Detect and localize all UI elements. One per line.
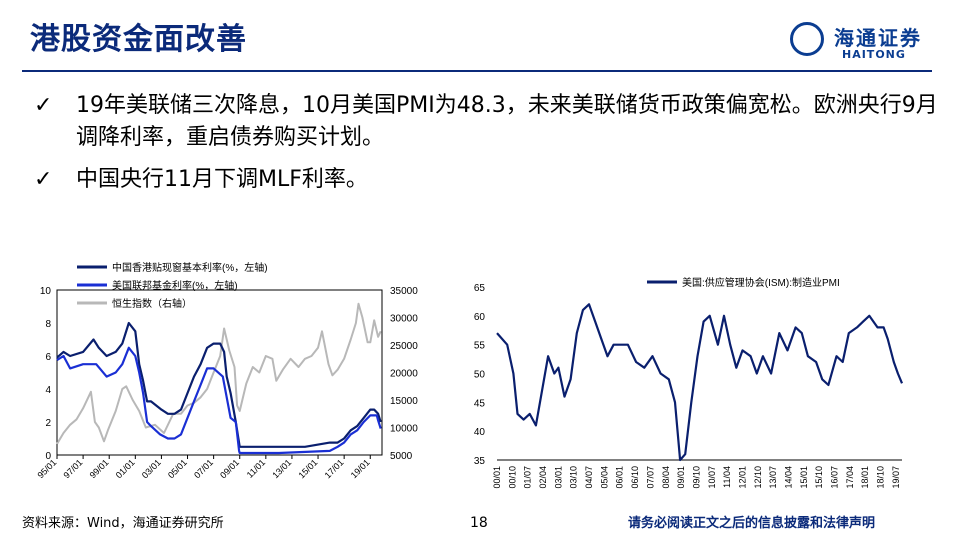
x-tick-label: 15/01 <box>799 466 809 489</box>
y-left-tick-label: 10 <box>40 286 52 297</box>
legend-label: 美国联邦基金利率(%，左轴) <box>112 279 238 292</box>
y-tick-label: 65 <box>474 283 486 294</box>
x-tick-label: 15/01 <box>296 457 319 480</box>
x-tick-label: 01/01 <box>114 457 137 480</box>
series-line <box>56 302 382 445</box>
y-left-tick-label: 4 <box>45 385 51 396</box>
y-tick-label: 35 <box>474 456 486 467</box>
x-tick-label: 97/01 <box>62 457 85 480</box>
x-tick-label: 19/07 <box>891 466 901 489</box>
x-tick-label: 09/10 <box>691 466 701 489</box>
y-right-tick-label: 35000 <box>390 286 418 297</box>
y-right-tick-label: 10000 <box>390 424 418 435</box>
x-tick-label: 19/01 <box>349 457 372 480</box>
y-right-tick-label: 20000 <box>390 369 418 380</box>
y-tick-label: 50 <box>474 370 486 381</box>
y-left-tick-label: 0 <box>45 451 51 462</box>
y-right-tick-label: 30000 <box>390 314 418 325</box>
y-tick-label: 55 <box>474 341 486 352</box>
x-tick-label: 12/10 <box>753 466 763 489</box>
x-tick-label: 02/04 <box>538 466 548 489</box>
checkmark-icon: ✓ <box>34 167 53 192</box>
x-tick-label: 06/10 <box>630 466 640 489</box>
x-tick-label: 17/01 <box>323 457 346 480</box>
legend-label: 恒生指数（右轴） <box>112 297 192 310</box>
disclaimer: 请务必阅读正文之后的信息披露和法律声明 <box>628 516 876 531</box>
y-right-tick-label: 5000 <box>390 451 413 462</box>
x-tick-label: 95/01 <box>35 457 58 480</box>
x-tick-label: 07/07 <box>645 466 655 489</box>
logo-text-en: HAITONG <box>842 48 906 61</box>
y-tick-label: 60 <box>474 312 486 323</box>
bullet-text: 19年美联储三次降息，10月美国PMI为48.3，未来美联储货币政策偏宽松。欧洲… <box>76 93 938 150</box>
x-tick-label: 09/01 <box>676 466 686 489</box>
legend-label: 中国香港贴现窗基本利率(%，左轴) <box>112 261 268 274</box>
page-number: 18 <box>470 515 488 531</box>
x-tick-label: 17/04 <box>845 466 855 489</box>
x-tick-label: 11/04 <box>722 466 732 488</box>
haitong-logo-icon <box>790 22 824 56</box>
bullet-item: ✓ 中国央行11月下调MLF利率。 <box>28 164 938 196</box>
x-tick-label: 10/07 <box>707 466 717 489</box>
x-tick-label: 01/07 <box>523 466 533 489</box>
haitong-logo: 海通证券 HAITONG <box>790 22 940 68</box>
x-tick-label: 06/01 <box>615 466 625 489</box>
bullet-list: ✓ 19年美联储三次降息，10月美国PMI为48.3，未来美联储货币政策偏宽松。… <box>28 90 938 206</box>
hk-rates-hsi-chart: 0 2 4 6 8 10 5000 10000 15000 20000 25000 30000 3500… <box>35 261 418 480</box>
x-tick-label: 13/07 <box>768 466 778 489</box>
x-tick-label: 13/01 <box>270 457 293 480</box>
series-line <box>56 346 382 455</box>
title-divider <box>22 70 932 72</box>
x-tick-label: 07/01 <box>192 457 215 480</box>
x-tick-label: 12/01 <box>737 466 747 489</box>
y-left-tick-label: 6 <box>45 352 51 363</box>
y-tick-label: 45 <box>474 398 486 409</box>
x-tick-label: 03/01 <box>140 457 163 480</box>
x-tick-label: 09/01 <box>218 457 241 480</box>
x-tick-label: 99/01 <box>88 457 111 480</box>
y-right-tick-label: 15000 <box>390 396 418 407</box>
x-tick-label: 00/01 <box>492 466 502 489</box>
x-tick-label: 18/10 <box>876 466 886 489</box>
x-tick-label: 05/04 <box>599 466 609 489</box>
x-tick-label: 16/07 <box>830 466 840 489</box>
y-tick-label: 40 <box>474 427 486 438</box>
logo-text-cn: 海通证券 <box>834 26 922 50</box>
y-left-tick-label: 8 <box>45 319 51 330</box>
us-pmi-chart: 35 40 45 50 55 60 65 00/01 00/10 01/07 02/04 03/01 0… <box>474 276 904 489</box>
legend-label: 美国:供应管理协会(ISM):制造业PMI <box>682 276 840 289</box>
series-line <box>496 303 904 462</box>
x-tick-label: 03/10 <box>569 466 579 489</box>
x-tick-label: 08/04 <box>661 466 671 489</box>
x-tick-label: 00/10 <box>507 466 517 489</box>
x-tick-label: 05/01 <box>166 457 189 480</box>
y-left-tick-label: 2 <box>45 418 51 429</box>
x-tick-label: 03/01 <box>553 466 563 489</box>
plot-frame <box>56 289 383 456</box>
source-note: 资料来源：Wind，海通证券研究所 <box>22 516 224 531</box>
x-tick-label: 11/01 <box>245 457 268 480</box>
x-tick-label: 18/01 <box>860 466 870 489</box>
series-line <box>56 321 382 448</box>
x-tick-label: 04/07 <box>584 466 594 489</box>
x-tick-label: 14/04 <box>783 466 793 489</box>
y-right-tick-label: 25000 <box>390 341 418 352</box>
page-title: 港股资金面改善 <box>30 22 247 57</box>
x-tick-label: 15/10 <box>814 466 824 489</box>
bullet-item: ✓ 19年美联储三次降息，10月美国PMI为48.3，未来美联储货币政策偏宽松。… <box>28 90 938 154</box>
checkmark-icon: ✓ <box>34 93 53 118</box>
bullet-text: 中国央行11月下调MLF利率。 <box>76 167 368 192</box>
